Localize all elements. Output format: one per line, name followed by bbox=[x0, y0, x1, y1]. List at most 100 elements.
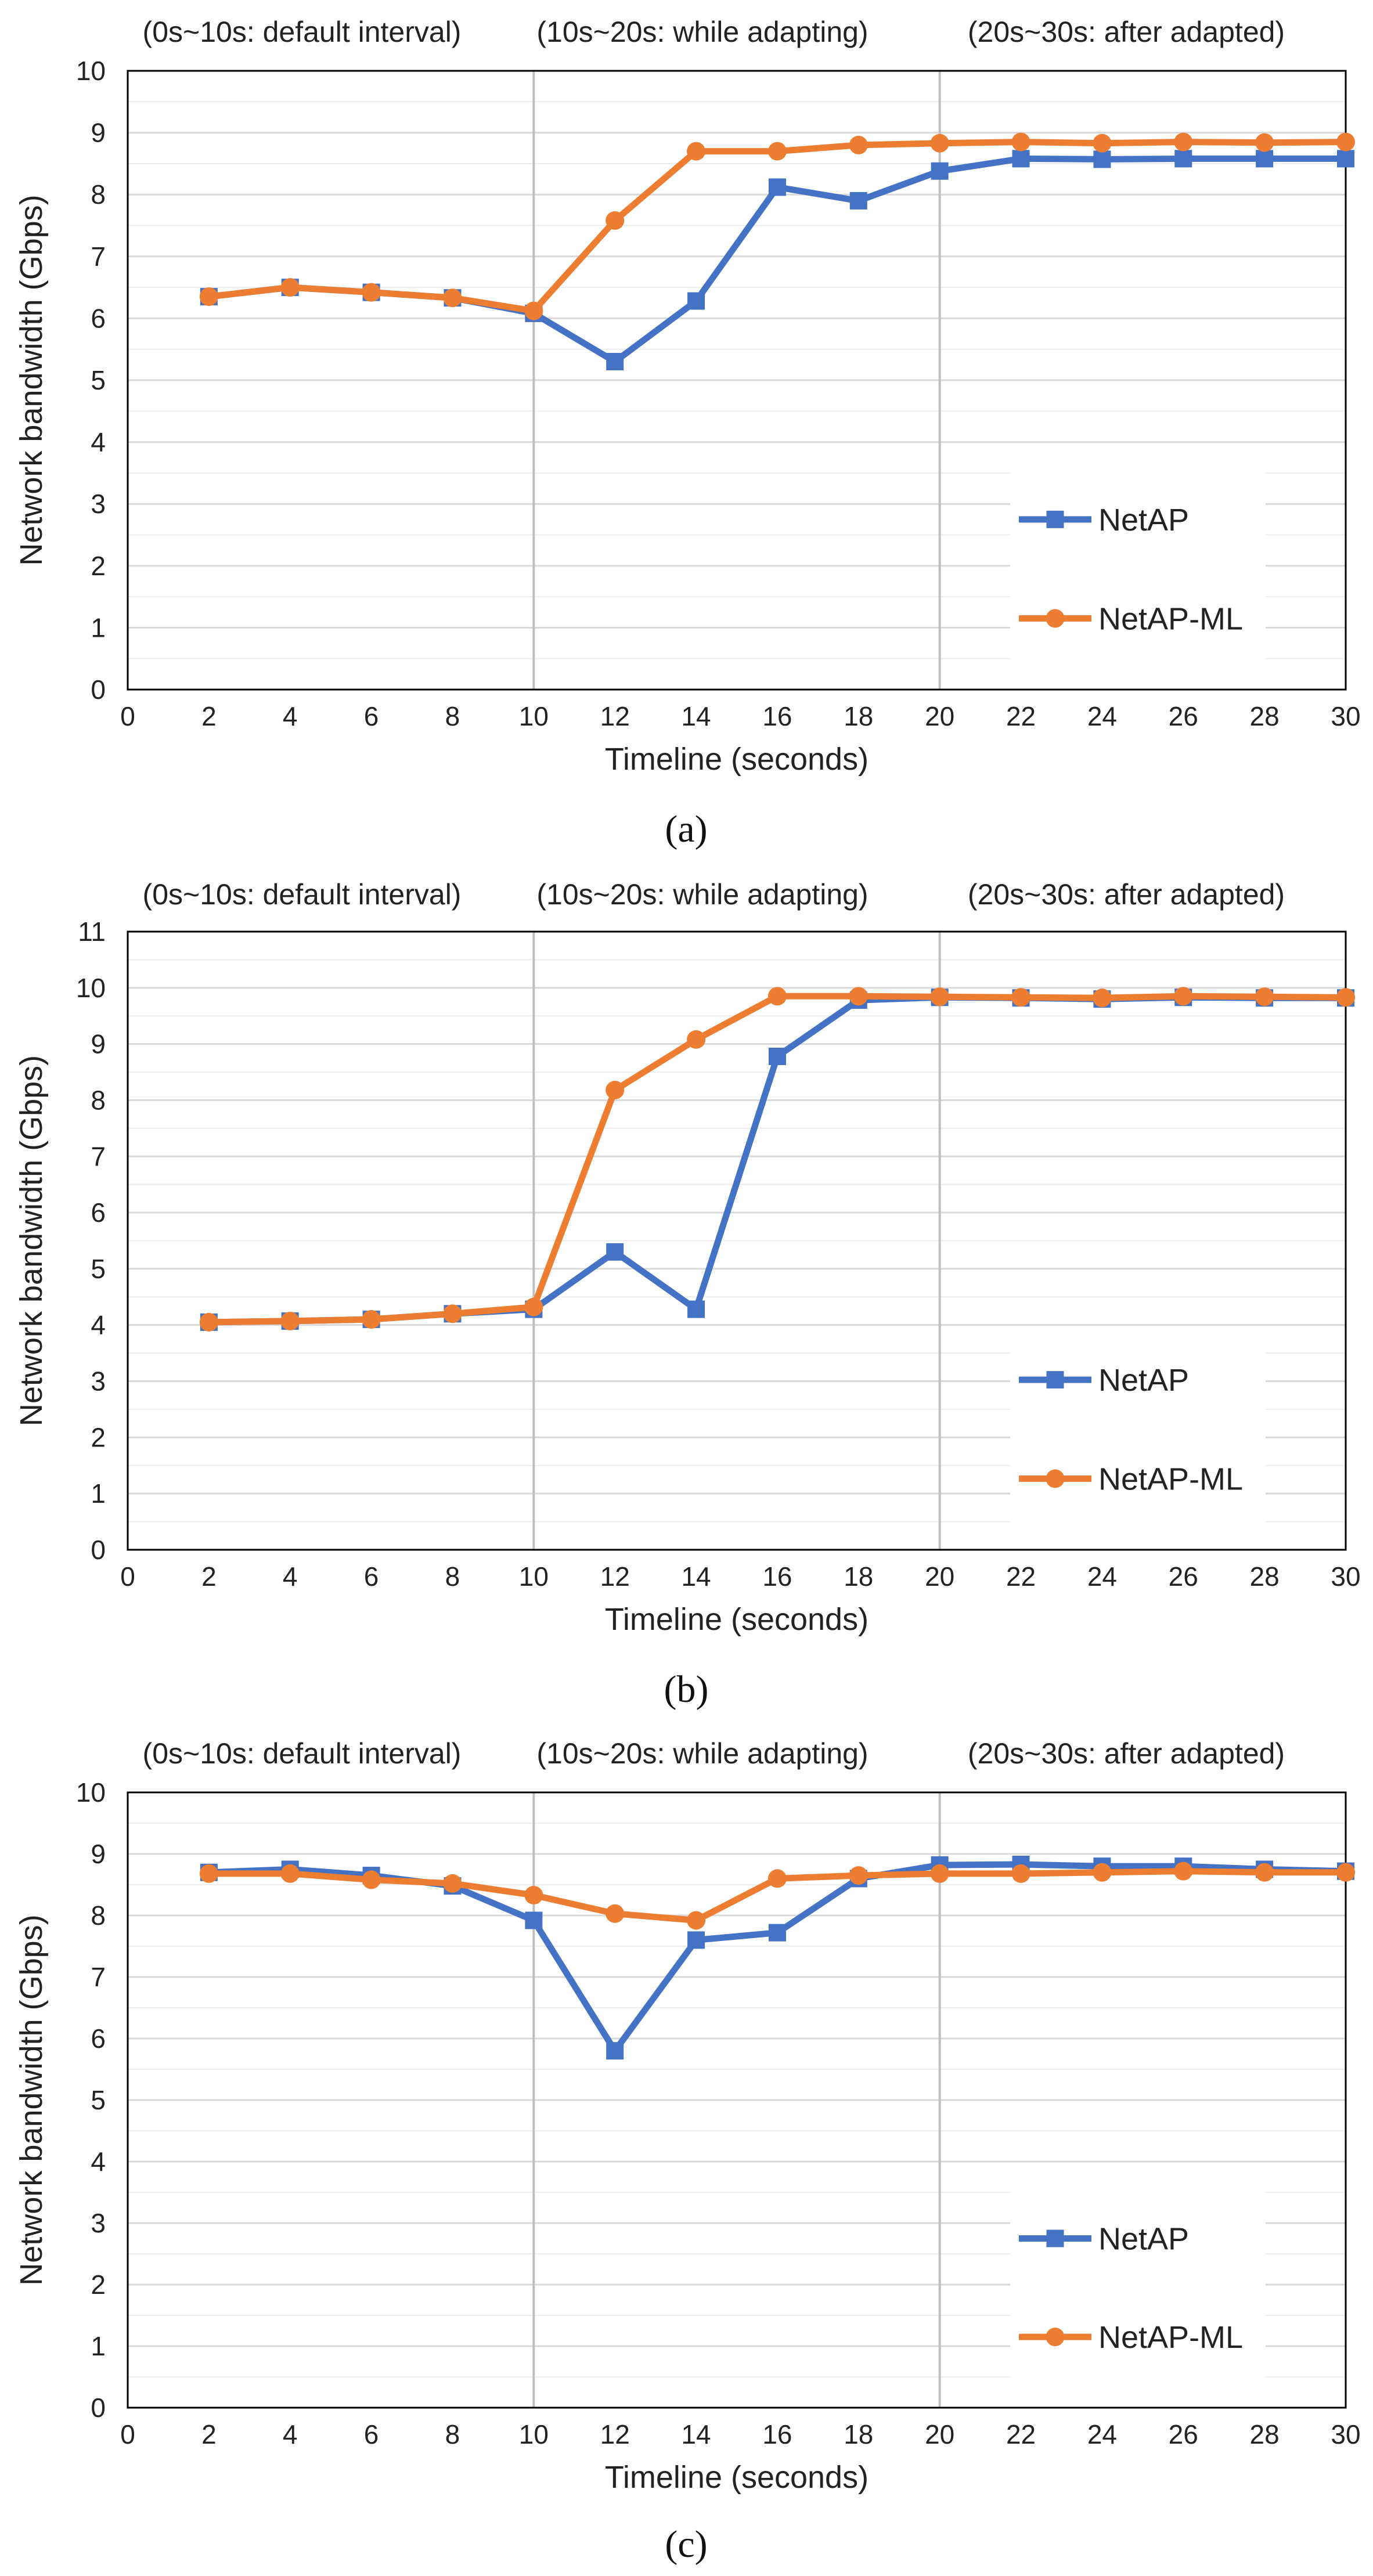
y-tick-label: 6 bbox=[91, 2023, 106, 2054]
y-tick-label: 2 bbox=[91, 551, 106, 581]
y-tick-label: 8 bbox=[91, 179, 106, 210]
x-tick-label: 6 bbox=[364, 701, 379, 731]
x-tick-label: 14 bbox=[681, 701, 711, 731]
y-tick-label: 7 bbox=[91, 1962, 106, 1992]
data-point-circle bbox=[930, 987, 949, 1006]
data-point-square bbox=[1256, 150, 1274, 168]
data-point-circle bbox=[606, 1904, 625, 1923]
y-tick-label: 1 bbox=[91, 1478, 106, 1509]
series-netap bbox=[200, 150, 1354, 371]
phase-annotation: (20s~30s: after adapted) bbox=[968, 16, 1285, 48]
y-tick-label: 1 bbox=[91, 2331, 106, 2361]
x-tick-label: 4 bbox=[283, 1561, 298, 1592]
x-tick-label: 22 bbox=[1006, 1561, 1036, 1592]
y-axis-title: Network bandwidth (Gbps) bbox=[14, 1914, 49, 2285]
x-tick-label: 4 bbox=[283, 2419, 298, 2449]
data-point-square bbox=[849, 192, 867, 210]
y-tick-label: 4 bbox=[91, 2146, 106, 2177]
x-tick-label: 26 bbox=[1169, 701, 1198, 731]
x-tick-label: 2 bbox=[201, 1561, 217, 1592]
data-point-square bbox=[606, 1243, 624, 1261]
series-line bbox=[206, 1861, 1349, 2054]
data-point-circle bbox=[930, 1864, 949, 1883]
data-point-circle bbox=[1174, 987, 1193, 1006]
phase-annotation: (10s~20s: while adapting) bbox=[536, 16, 868, 48]
data-point-circle bbox=[930, 134, 949, 153]
x-tick-label: 18 bbox=[844, 2419, 873, 2449]
data-point-circle bbox=[362, 283, 381, 302]
data-point-circle bbox=[362, 1310, 381, 1329]
data-point-square bbox=[1337, 150, 1354, 168]
y-tick-label: 10 bbox=[76, 973, 106, 1003]
x-tick-label: 12 bbox=[600, 701, 630, 731]
plot-frame bbox=[127, 930, 1347, 1551]
legend-label-netap-ml: NetAP-ML bbox=[1098, 601, 1243, 636]
x-tick-label: 14 bbox=[681, 1561, 711, 1592]
x-tick-label: 2 bbox=[201, 2419, 217, 2449]
x-tick-label: 4 bbox=[283, 701, 298, 731]
x-tick-label: 0 bbox=[120, 1561, 135, 1592]
y-tick-label: 0 bbox=[91, 2393, 106, 2423]
data-point-circle bbox=[1093, 134, 1112, 153]
data-point-circle bbox=[280, 1864, 300, 1883]
legend-marker-netap bbox=[1046, 510, 1064, 528]
x-tick-label: 16 bbox=[762, 2419, 792, 2449]
y-tick-label: 3 bbox=[91, 2208, 106, 2238]
series-netap bbox=[200, 988, 1354, 1331]
legend-label-netap: NetAP bbox=[1098, 2222, 1189, 2257]
x-tick-label: 30 bbox=[1331, 701, 1360, 731]
x-tick-label: 20 bbox=[925, 1561, 954, 1592]
phase-annotation: (10s~20s: while adapting) bbox=[536, 878, 868, 911]
phase-annotation: (0s~10s: default interval) bbox=[143, 878, 462, 911]
x-tick-label: 12 bbox=[600, 1561, 630, 1592]
legend-label-netap: NetAP bbox=[1098, 1363, 1189, 1398]
phase-annotation: (20s~30s: after adapted) bbox=[968, 878, 1285, 911]
x-tick-label: 28 bbox=[1250, 701, 1280, 731]
data-point-circle bbox=[524, 301, 543, 320]
legend-background bbox=[1010, 2186, 1266, 2384]
x-tick-label: 20 bbox=[925, 2419, 954, 2449]
y-tick-label: 5 bbox=[91, 1254, 106, 1284]
legend-label-netap-ml: NetAP-ML bbox=[1098, 1462, 1243, 1497]
data-point-circle bbox=[1011, 132, 1030, 151]
x-axis-title: Timeline (seconds) bbox=[605, 2460, 869, 2495]
legend-marker-netap-ml bbox=[1046, 2328, 1065, 2347]
phase-annotation: (20s~30s: after adapted) bbox=[968, 1737, 1285, 1770]
data-point-square bbox=[687, 1300, 705, 1318]
data-point-circle bbox=[1336, 988, 1355, 1007]
data-point-circle bbox=[1174, 1861, 1193, 1881]
x-tick-label: 18 bbox=[844, 1561, 873, 1592]
x-tick-label: 24 bbox=[1087, 1561, 1117, 1592]
y-tick-label: 10 bbox=[76, 1777, 106, 1807]
legend-marker-netap-ml bbox=[1046, 609, 1065, 628]
data-point-circle bbox=[524, 1297, 543, 1316]
x-tick-label: 6 bbox=[364, 1561, 379, 1592]
data-point-square bbox=[687, 1931, 705, 1949]
data-point-square bbox=[606, 2042, 624, 2060]
data-point-circle bbox=[199, 1864, 218, 1883]
x-axis-title: Timeline (seconds) bbox=[605, 1602, 869, 1637]
data-point-circle bbox=[606, 211, 625, 230]
y-tick-label: 4 bbox=[91, 1310, 106, 1340]
x-tick-label: 12 bbox=[600, 2419, 630, 2449]
data-point-circle bbox=[1336, 132, 1355, 151]
x-axis-title: Timeline (seconds) bbox=[605, 742, 869, 777]
legend: NetAP NetAP-ML bbox=[1010, 1327, 1266, 1525]
panel-caption: (b) bbox=[664, 1668, 709, 1711]
x-tick-label: 16 bbox=[762, 701, 792, 731]
data-point-circle bbox=[767, 142, 787, 161]
x-tick-label: 8 bbox=[445, 1561, 460, 1592]
data-point-circle bbox=[524, 1886, 543, 1905]
legend-background bbox=[1010, 467, 1266, 665]
series-netap-ml bbox=[199, 1861, 1355, 1930]
y-tick-label: 11 bbox=[78, 917, 106, 947]
data-point-circle bbox=[687, 142, 706, 161]
y-tick-label: 1 bbox=[91, 612, 106, 643]
x-tick-label: 8 bbox=[445, 701, 460, 731]
data-point-circle bbox=[849, 987, 868, 1006]
y-tick-label: 2 bbox=[91, 1422, 106, 1452]
